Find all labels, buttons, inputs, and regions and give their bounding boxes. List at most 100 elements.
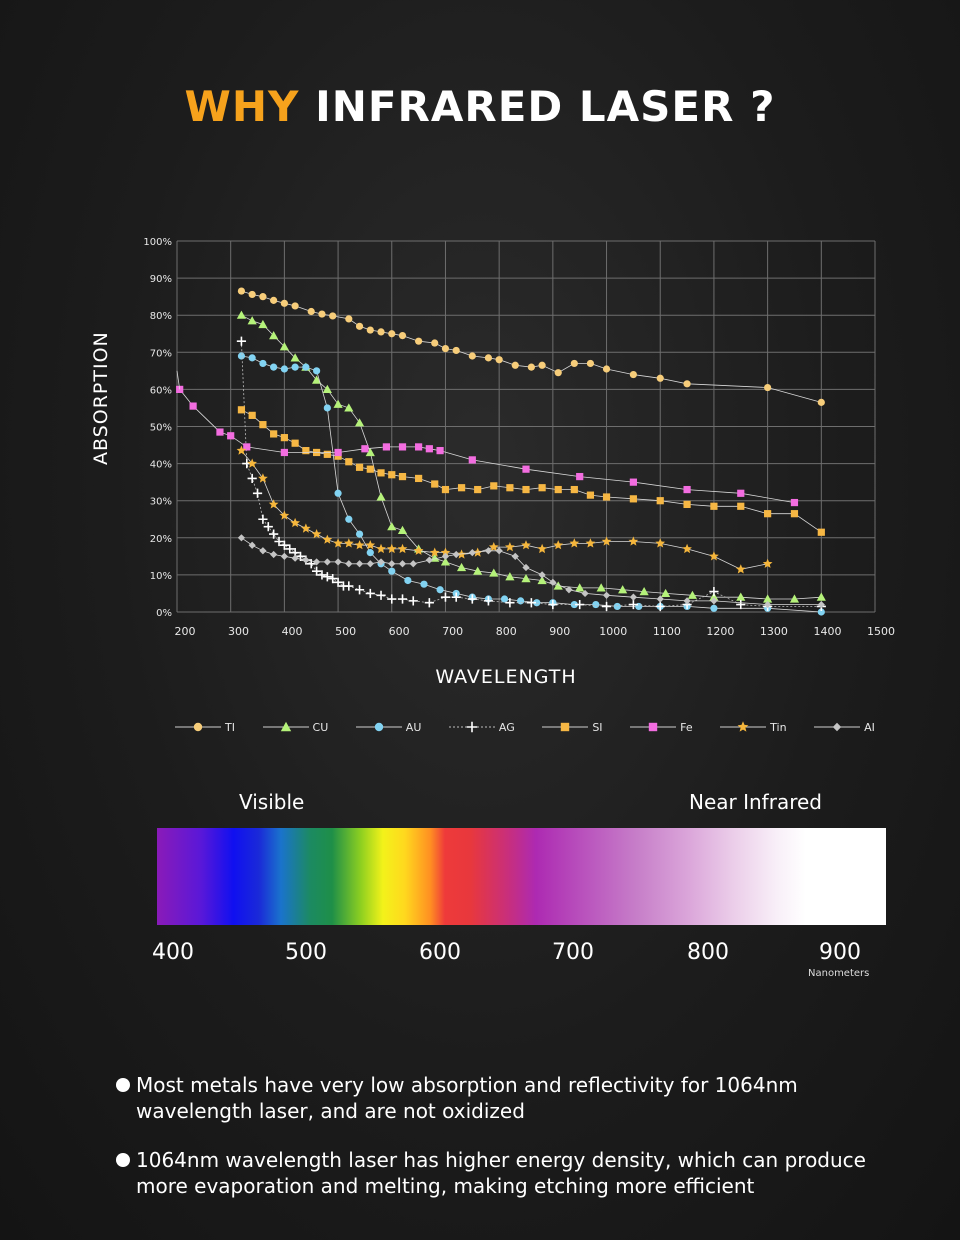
data-point-cu <box>269 331 279 340</box>
data-point-ai <box>377 558 385 566</box>
data-point-si <box>388 471 396 479</box>
unit-label: Nanometers <box>808 968 870 979</box>
data-point-fe <box>468 456 476 464</box>
data-point-ai <box>334 558 342 566</box>
data-point-si <box>441 485 450 494</box>
data-point-ai <box>425 556 433 564</box>
data-point-cu <box>789 594 800 603</box>
data-point-ai <box>656 595 664 603</box>
data-point-cu <box>333 399 343 408</box>
data-point-si <box>398 472 407 481</box>
data-point-si <box>377 469 385 477</box>
data-point-au <box>592 600 600 609</box>
data-point-tin <box>488 542 499 552</box>
legend-marker-ag <box>466 721 478 733</box>
x-tick-label: 800 <box>496 625 517 638</box>
data-point-ti <box>570 359 578 368</box>
data-point-au <box>817 608 825 616</box>
data-point-cu <box>258 319 268 329</box>
data-point-ag <box>263 522 273 532</box>
data-point-ai <box>259 547 267 555</box>
data-point-si <box>522 485 530 494</box>
x-tick-label: 1500 <box>867 625 895 638</box>
data-point-cu <box>639 586 649 596</box>
data-point-si <box>345 458 353 466</box>
data-point-si <box>790 510 799 518</box>
data-point-cu <box>575 583 585 592</box>
data-point-ag <box>709 586 719 597</box>
x-tick-label: 300 <box>228 625 249 638</box>
data-point-si <box>817 528 825 536</box>
data-point-cu <box>505 572 515 581</box>
data-point-tin <box>440 547 451 557</box>
x-tick-label: 500 <box>335 625 356 638</box>
data-point-tin <box>505 542 515 552</box>
data-point-ti <box>495 356 503 364</box>
y-tick-label: 70% <box>150 348 172 359</box>
data-point-tin <box>386 543 397 554</box>
data-point-ai <box>388 560 396 568</box>
data-point-cu <box>456 562 467 572</box>
x-tick-label: 1000 <box>599 625 627 638</box>
data-point-tin <box>413 545 424 555</box>
legend-swatch-icon <box>262 721 309 732</box>
data-point-si <box>538 484 546 492</box>
y-tick-label: 60% <box>150 385 172 396</box>
x-tick-label: 400 <box>282 625 303 638</box>
data-point-ti <box>415 337 423 345</box>
data-point-si <box>474 485 482 494</box>
data-point-ti <box>468 352 476 360</box>
data-point-ti <box>398 332 407 340</box>
data-point-ti <box>345 315 353 323</box>
spectrum-bar <box>157 828 886 925</box>
data-point-au <box>710 604 718 612</box>
x-axis-title: WAVELENGTH <box>435 666 577 688</box>
data-point-cu <box>521 574 531 583</box>
page-title: WHY INFRARED LASER ? <box>0 82 960 131</box>
legend-marker-si <box>561 722 570 732</box>
legend-item-ai: AI <box>814 720 875 734</box>
legend-swatch-icon <box>175 722 221 732</box>
y-tick-label: 100% <box>143 237 172 248</box>
data-point-ti <box>431 339 439 347</box>
data-point-cu <box>537 575 547 585</box>
x-tick-label: 700 <box>442 625 463 638</box>
spectrum-tick: 600 <box>419 940 461 965</box>
data-point-ag <box>344 581 354 591</box>
data-point-ai <box>511 552 519 560</box>
data-point-ai <box>549 578 557 586</box>
data-point-ti <box>764 383 772 392</box>
legend-item-tin: Tin <box>720 720 787 734</box>
data-point-si <box>506 484 514 492</box>
data-point-tin <box>553 540 564 550</box>
data-point-fe <box>737 489 745 497</box>
bullet-dot-icon <box>116 1153 130 1167</box>
data-point-ai <box>313 558 321 566</box>
data-point-tin <box>397 543 408 554</box>
legend-swatch-icon <box>630 722 677 732</box>
data-point-ai <box>237 534 246 542</box>
data-point-ag <box>269 529 279 539</box>
data-point-cu <box>387 522 397 531</box>
data-point-ti <box>441 344 450 353</box>
data-point-au <box>613 602 621 611</box>
data-point-ag <box>252 488 263 498</box>
data-point-tin <box>344 538 354 548</box>
x-tick-label: 900 <box>549 625 570 638</box>
data-point-ai <box>538 571 546 579</box>
y-tick-label: 90% <box>150 274 172 285</box>
data-point-ai <box>522 563 530 572</box>
data-point-cu <box>279 342 289 351</box>
legend-marker-ai <box>832 722 842 732</box>
data-point-ag <box>628 599 638 610</box>
data-point-ag <box>483 596 494 606</box>
data-point-ag <box>328 574 338 584</box>
data-point-ag <box>601 601 612 612</box>
data-point-ag <box>387 594 397 604</box>
x-tick-label: 1200 <box>706 625 734 638</box>
data-point-si <box>280 434 288 442</box>
legend-item-ag: AG <box>448 720 515 734</box>
title-accent: WHY <box>184 82 300 131</box>
data-point-au <box>533 599 541 607</box>
data-point-cu <box>709 592 719 601</box>
